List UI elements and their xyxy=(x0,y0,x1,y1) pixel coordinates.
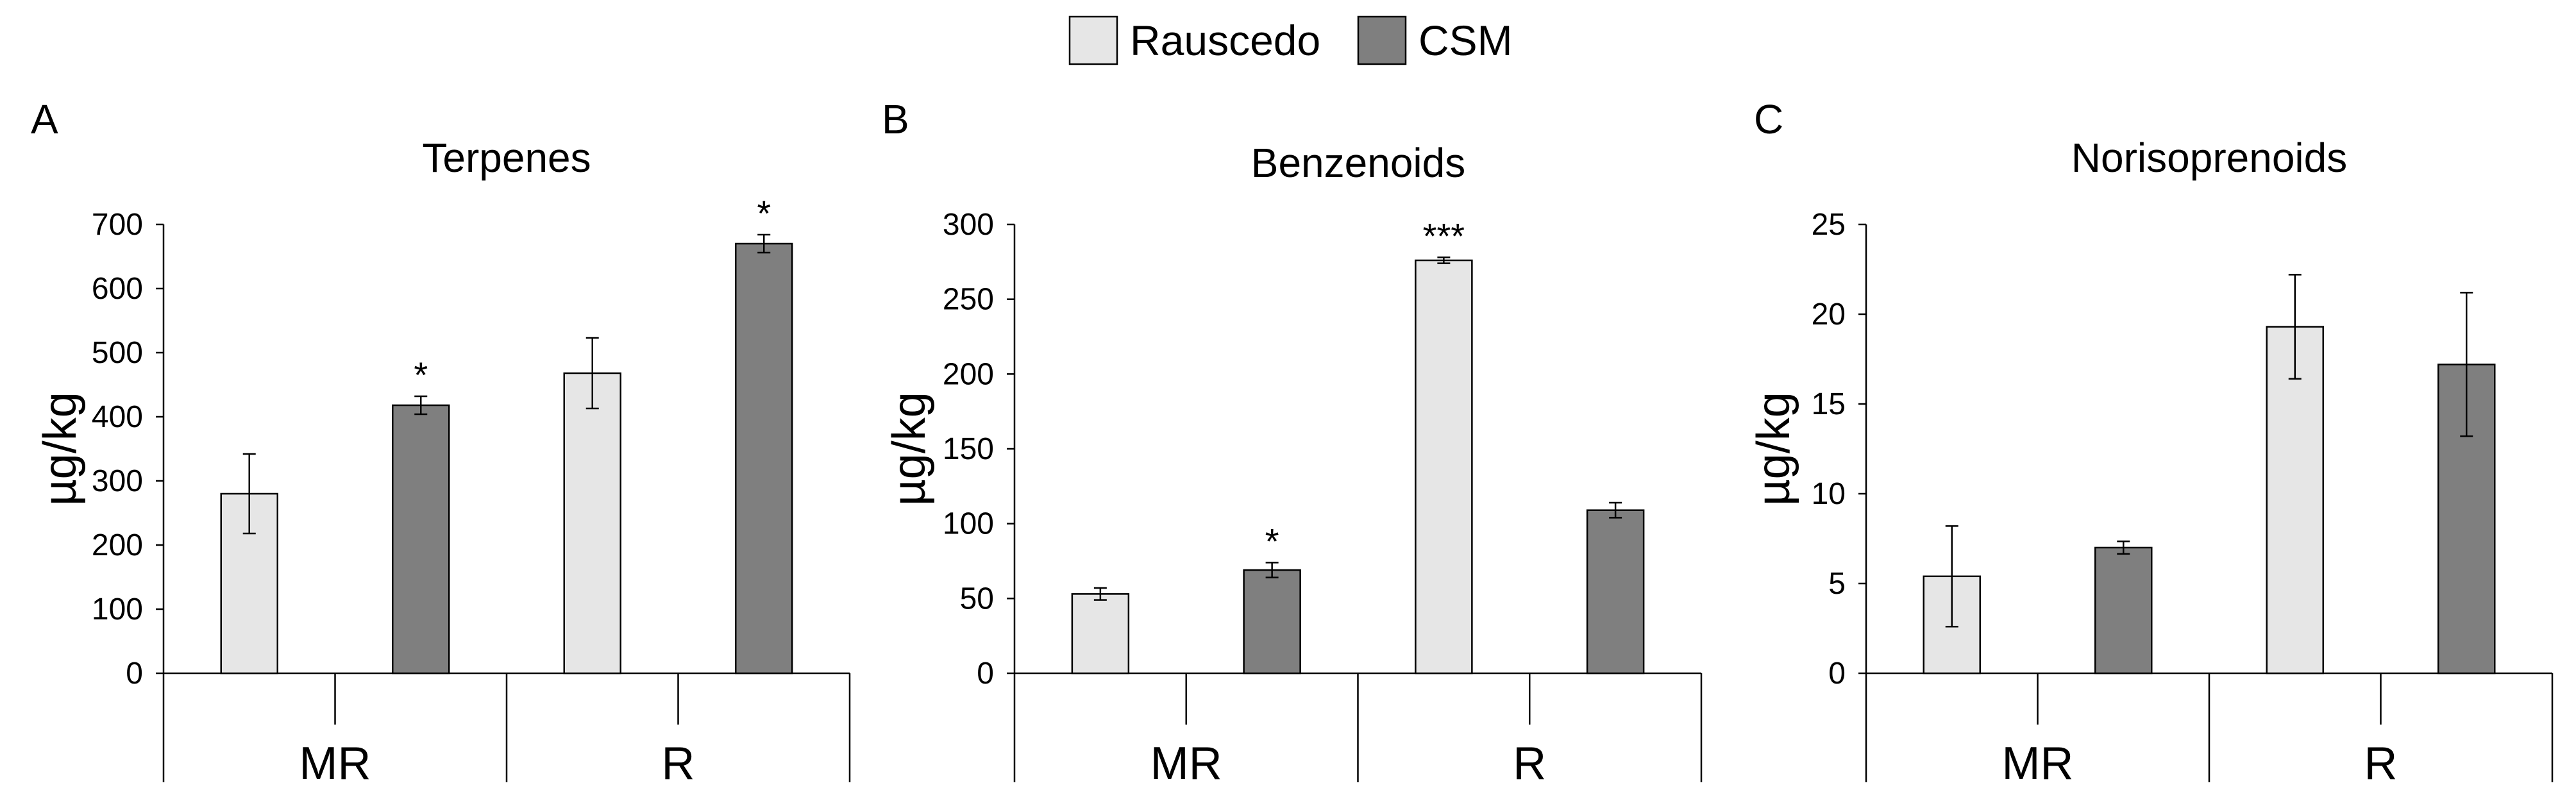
y-tick-label: 300 xyxy=(943,208,994,242)
y-tick-label: 20 xyxy=(1812,298,1846,332)
bar-csm-r xyxy=(735,242,793,675)
legend-label-csm: CSM xyxy=(1418,17,1513,64)
legend-swatch-csm xyxy=(1357,15,1407,65)
bar-csm-mr xyxy=(2094,546,2153,675)
y-tick-label: 700 xyxy=(92,208,143,242)
y-tick-label: 50 xyxy=(960,582,994,616)
bar-csm-r xyxy=(1586,509,1645,675)
y-axis-label: µg/kg xyxy=(35,392,86,506)
panel-letter: B xyxy=(882,96,909,142)
chart-title: Norisoprenoids xyxy=(2071,135,2347,181)
y-tick-label: 5 xyxy=(1828,567,1846,601)
x-category-label: R xyxy=(2364,738,2398,789)
significance-marker: * xyxy=(414,355,428,395)
x-category-label: MR xyxy=(2002,738,2074,789)
panel-b: B Benzenoids µg/kg 0 50 100 150 200 250 300 MR * R **… xyxy=(882,96,1703,789)
y-tick-label: 200 xyxy=(92,528,143,562)
chart-title: Terpenes xyxy=(422,135,591,181)
y-tick-label: 15 xyxy=(1812,387,1846,421)
bar-rauscedo-r xyxy=(563,372,621,675)
panel-a: A Terpenes µg/kg 0 100 200 300 400 500 600 700 MR * R… xyxy=(31,96,851,789)
significance-marker: * xyxy=(757,193,771,233)
y-tick-label: 0 xyxy=(977,657,994,691)
y-tick-label: 200 xyxy=(943,357,994,391)
y-tick-label: 10 xyxy=(1812,477,1846,511)
y-tick-label: 25 xyxy=(1812,208,1846,242)
chart-title: Benzenoids xyxy=(1251,140,1465,186)
x-category-label: MR xyxy=(299,738,371,789)
y-tick-label: 150 xyxy=(943,432,994,466)
y-tick-label: 600 xyxy=(92,272,143,306)
legend: Rauscedo CSM xyxy=(1068,15,1513,65)
y-tick-label: 0 xyxy=(126,657,143,691)
bar-rauscedo-r xyxy=(2266,326,2324,675)
x-category-label: MR xyxy=(1150,738,1222,789)
bar-csm-mr xyxy=(392,404,450,675)
bar-csm-mr xyxy=(1243,569,1301,675)
significance-marker: *** xyxy=(1423,215,1465,256)
bar-rauscedo-mr xyxy=(1071,593,1130,675)
significance-marker: * xyxy=(1265,521,1279,561)
y-tick-label: 100 xyxy=(92,592,143,626)
y-axis-label: µg/kg xyxy=(1748,392,1799,506)
y-axis-label: µg/kg xyxy=(884,392,935,506)
legend-label-rauscedo: Rauscedo xyxy=(1130,17,1320,64)
x-category-label: R xyxy=(662,738,695,789)
y-tick-label: 300 xyxy=(92,464,143,498)
chart-panels: ATerpenesµg/kg0100200300400500600700MR*R… xyxy=(31,96,2554,789)
y-tick-label: 100 xyxy=(943,507,994,541)
legend-swatch-rauscedo xyxy=(1068,15,1118,65)
panel-c: C Norisoprenoids µg/kg 0 5 10 15 20 25 MR R xyxy=(1748,96,2554,789)
panel-letter: C xyxy=(1754,96,1783,142)
y-tick-label: 500 xyxy=(92,336,143,370)
y-tick-label: 250 xyxy=(943,283,994,317)
y-tick-label: 0 xyxy=(1828,657,1846,691)
x-category-label: R xyxy=(1513,738,1546,789)
panel-letter: A xyxy=(31,96,58,142)
bar-rauscedo-r xyxy=(1415,259,1473,675)
y-tick-label: 400 xyxy=(92,400,143,434)
